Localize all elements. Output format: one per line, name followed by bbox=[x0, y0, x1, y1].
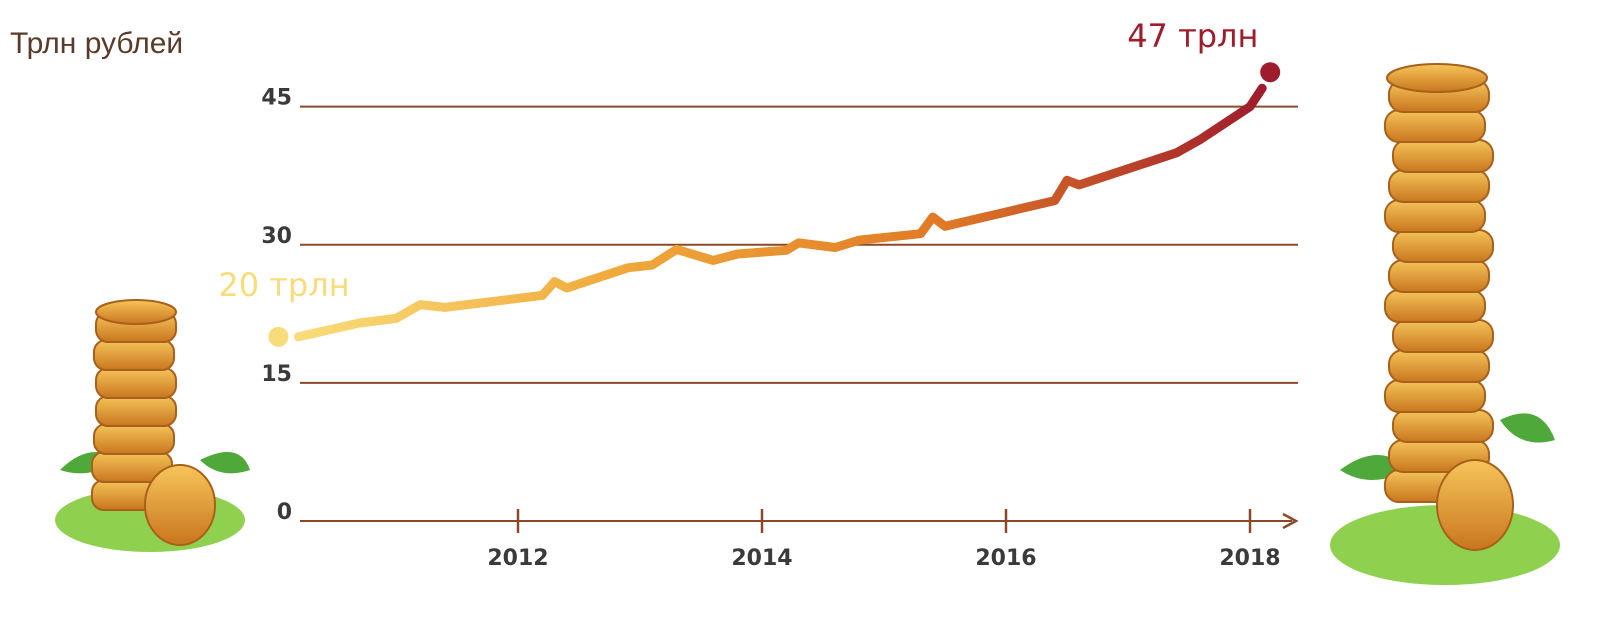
x-tick-label: 2012 bbox=[487, 546, 548, 571]
coin bbox=[1388, 169, 1490, 203]
data-label: 20 трлн bbox=[218, 266, 349, 304]
coin bbox=[1384, 289, 1486, 323]
coin bbox=[1386, 63, 1488, 93]
y-axis-label: Трлн рублей bbox=[10, 27, 183, 60]
x-tick-label: 2016 bbox=[975, 546, 1036, 571]
y-tick-label: 45 bbox=[261, 86, 292, 111]
line bbox=[293, 83, 1267, 342]
coin bbox=[1392, 409, 1494, 443]
point bbox=[1260, 62, 1281, 83]
coin-stack-left bbox=[55, 299, 250, 552]
coin bbox=[1388, 259, 1490, 293]
coin bbox=[1384, 379, 1486, 413]
x-tick-label: 2014 bbox=[731, 546, 792, 571]
x-tick-label: 2018 bbox=[1219, 546, 1280, 571]
coin bbox=[1392, 229, 1494, 263]
y-tick-label: 30 bbox=[261, 224, 292, 249]
data-label: 47 трлн bbox=[1127, 17, 1258, 55]
coin bbox=[1384, 199, 1486, 233]
coin bbox=[1392, 139, 1494, 173]
coin-stack-right bbox=[1330, 63, 1560, 585]
coin bbox=[1388, 349, 1490, 383]
coin bbox=[1384, 109, 1486, 143]
y-tick-label: 0 bbox=[277, 500, 292, 525]
y-tick-label: 15 bbox=[261, 362, 292, 387]
axis-arrow bbox=[1282, 512, 1299, 530]
point bbox=[268, 326, 289, 347]
coin bbox=[1392, 319, 1494, 353]
